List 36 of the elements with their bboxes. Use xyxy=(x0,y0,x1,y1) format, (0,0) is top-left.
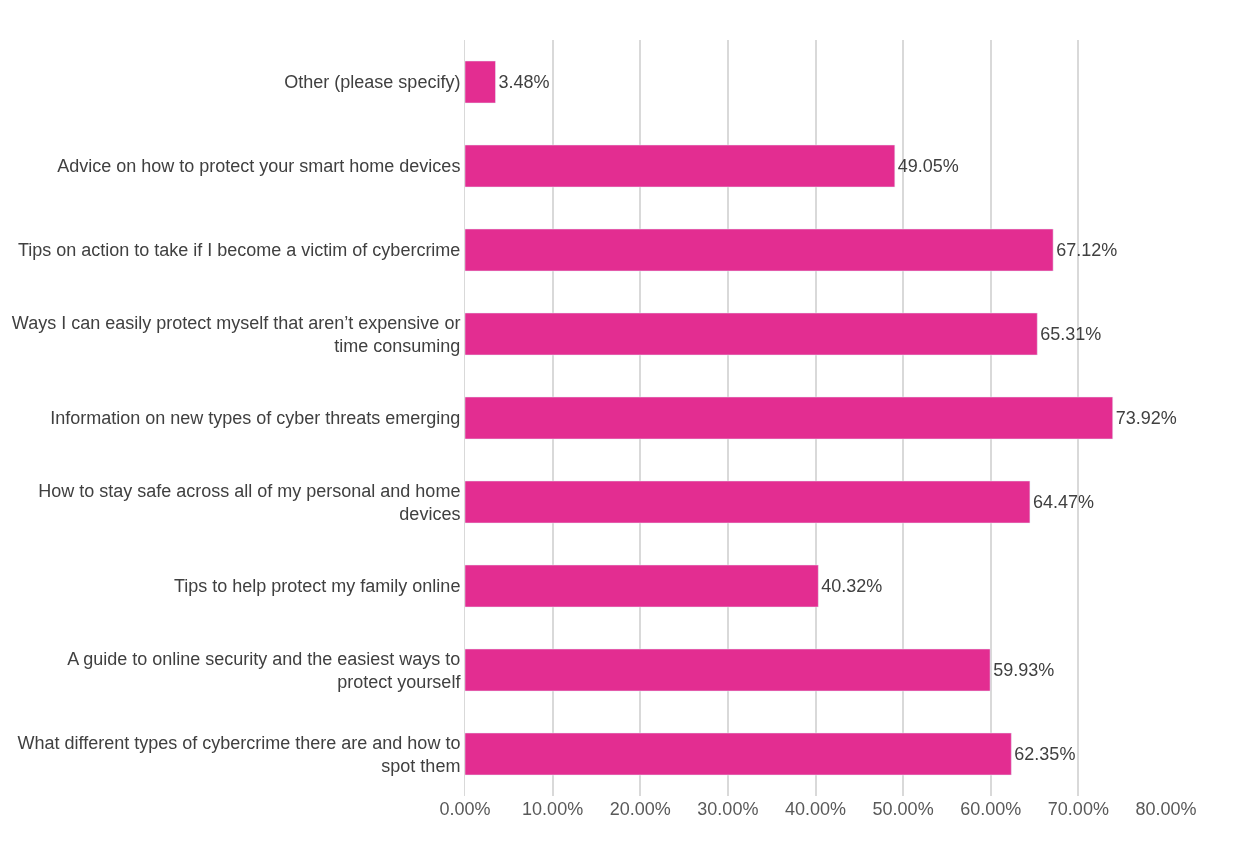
x-tick-label: 0.00% xyxy=(439,799,491,819)
data-label: 3.48% xyxy=(498,72,550,92)
data-label: 64.47% xyxy=(1032,492,1094,512)
data-label: 49.05% xyxy=(897,156,959,176)
x-tick-label: 70.00% xyxy=(1047,799,1109,819)
data-label: 73.92% xyxy=(1115,408,1177,428)
y-tick-label: Information on new types of cyber threats emerging xyxy=(50,408,461,429)
bar xyxy=(465,60,496,104)
y-tick-label: Ways I can easily protect myself that aren’t expensive or time consuming xyxy=(11,312,461,356)
y-tick-label: Tips on action to take if I become a victim of cybercrime xyxy=(17,240,461,261)
x-tick-label: 10.00% xyxy=(522,799,584,819)
x-tick-label: 40.00% xyxy=(784,799,847,819)
y-tick-label: A guide to online security and the easiest ways to protect yourself xyxy=(67,648,462,692)
x-tick-label: 30.00% xyxy=(697,799,759,819)
bar xyxy=(465,732,1012,776)
y-tick-label: How to stay safe across all of my personal and home devices xyxy=(38,480,461,524)
y-tick-label: Tips to help protect my family online xyxy=(173,576,461,597)
x-tick-label: 60.00% xyxy=(960,799,1022,819)
bar xyxy=(465,312,1038,356)
bar xyxy=(465,228,1054,272)
data-label: 40.32% xyxy=(821,576,883,596)
x-tick-label: 20.00% xyxy=(609,799,671,819)
data-label: 65.31% xyxy=(1040,324,1102,344)
y-tick-label: What different types of cybercrime there are and how to spot them xyxy=(17,732,461,776)
bar xyxy=(465,396,1113,440)
bar xyxy=(465,564,819,608)
data-label: 62.35% xyxy=(1014,744,1076,764)
x-tick-label: 80.00% xyxy=(1135,799,1197,819)
data-label: 59.93% xyxy=(993,660,1055,680)
bar xyxy=(465,648,991,692)
x-tick-label: 50.00% xyxy=(872,799,934,819)
bar xyxy=(465,144,896,188)
y-tick-label: Advice on how to protect your smart home devices xyxy=(57,156,461,177)
data-label: 67.12% xyxy=(1056,240,1118,260)
bar xyxy=(465,480,1031,524)
y-tick-label: Other (please specify) xyxy=(284,72,461,93)
